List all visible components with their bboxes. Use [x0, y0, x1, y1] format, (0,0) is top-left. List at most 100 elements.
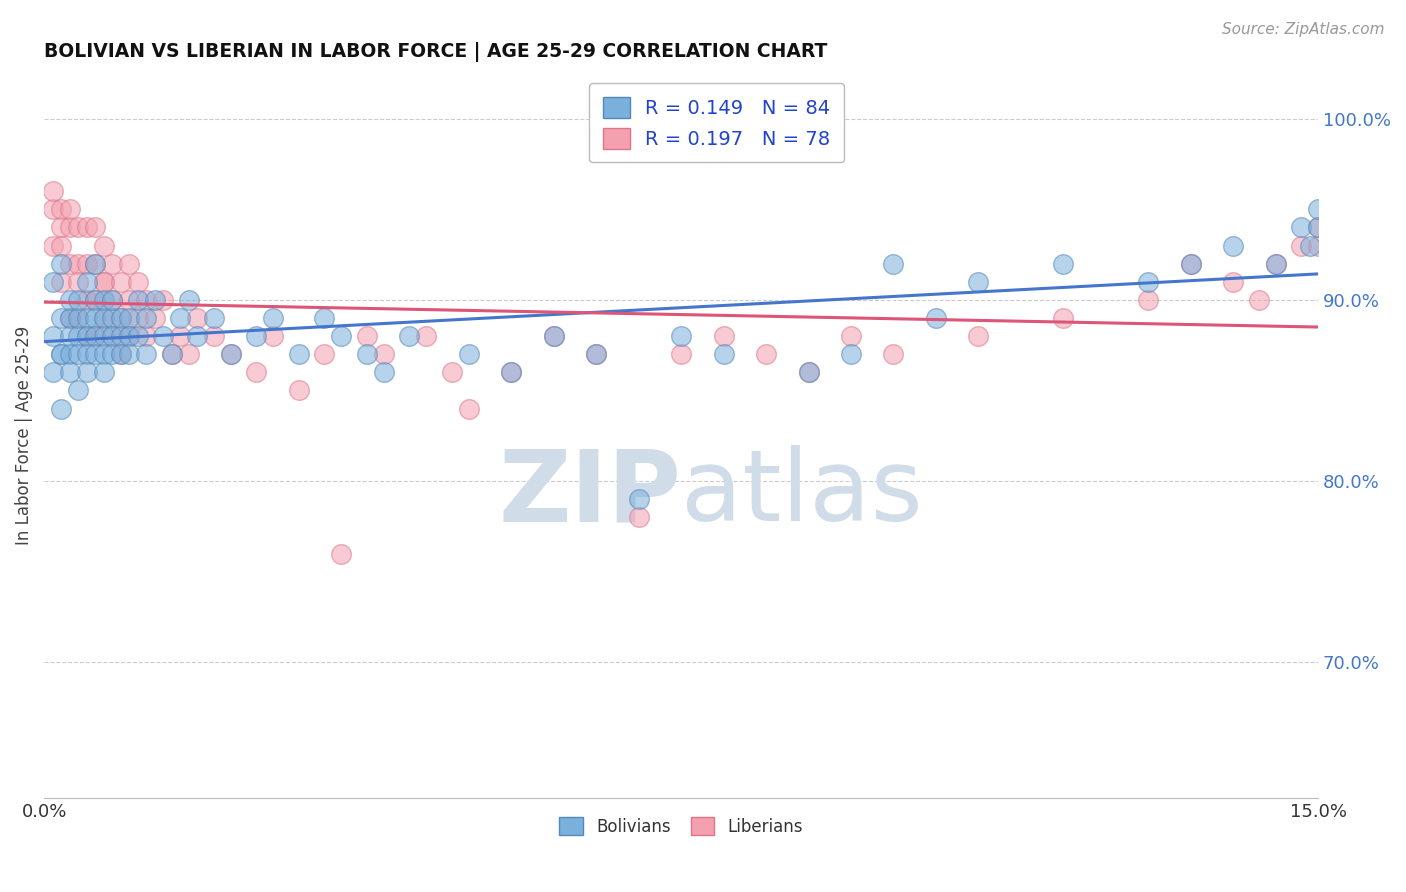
- Point: [202, 311, 225, 326]
- Point: [1137, 275, 1160, 289]
- Point: [186, 329, 208, 343]
- Point: [93, 311, 115, 326]
- Point: [501, 365, 523, 379]
- Point: [143, 293, 166, 307]
- Point: [110, 311, 132, 326]
- Point: [967, 275, 990, 289]
- Point: [76, 293, 98, 307]
- Point: [713, 329, 735, 343]
- Point: [135, 311, 157, 326]
- Point: [356, 329, 378, 343]
- Point: [67, 293, 90, 307]
- Point: [93, 275, 115, 289]
- Point: [58, 311, 80, 326]
- Point: [925, 311, 948, 326]
- Point: [49, 238, 72, 252]
- Point: [1052, 257, 1074, 271]
- Point: [41, 184, 63, 198]
- Point: [49, 257, 72, 271]
- Legend: Bolivians, Liberians: Bolivians, Liberians: [551, 809, 811, 844]
- Point: [967, 329, 990, 343]
- Point: [627, 492, 650, 507]
- Point: [41, 365, 63, 379]
- Point: [839, 347, 862, 361]
- Point: [755, 347, 778, 361]
- Text: Source: ZipAtlas.com: Source: ZipAtlas.com: [1222, 22, 1385, 37]
- Point: [127, 311, 149, 326]
- Point: [49, 202, 72, 217]
- Point: [110, 329, 132, 343]
- Point: [501, 365, 523, 379]
- Point: [93, 347, 115, 361]
- Point: [797, 365, 820, 379]
- Point: [110, 275, 132, 289]
- Point: [1308, 220, 1330, 235]
- Point: [398, 329, 420, 343]
- Point: [202, 329, 225, 343]
- Point: [330, 547, 353, 561]
- Point: [127, 293, 149, 307]
- Point: [373, 365, 395, 379]
- Point: [84, 311, 107, 326]
- Point: [49, 347, 72, 361]
- Point: [330, 329, 353, 343]
- Point: [1264, 257, 1286, 271]
- Point: [110, 311, 132, 326]
- Point: [84, 329, 107, 343]
- Point: [67, 257, 90, 271]
- Point: [76, 329, 98, 343]
- Point: [152, 329, 174, 343]
- Point: [93, 311, 115, 326]
- Point: [76, 347, 98, 361]
- Point: [101, 329, 124, 343]
- Point: [118, 293, 141, 307]
- Point: [118, 329, 141, 343]
- Point: [1308, 220, 1330, 235]
- Point: [797, 365, 820, 379]
- Point: [84, 257, 107, 271]
- Point: [219, 347, 242, 361]
- Point: [135, 329, 157, 343]
- Point: [41, 329, 63, 343]
- Point: [245, 365, 267, 379]
- Point: [93, 365, 115, 379]
- Point: [839, 329, 862, 343]
- Point: [288, 384, 311, 398]
- Point: [110, 347, 132, 361]
- Point: [118, 311, 141, 326]
- Point: [67, 329, 90, 343]
- Point: [49, 311, 72, 326]
- Point: [356, 347, 378, 361]
- Point: [76, 311, 98, 326]
- Point: [713, 347, 735, 361]
- Point: [457, 401, 479, 416]
- Point: [186, 311, 208, 326]
- Point: [143, 311, 166, 326]
- Point: [84, 347, 107, 361]
- Text: atlas: atlas: [681, 445, 922, 542]
- Point: [84, 220, 107, 235]
- Point: [314, 311, 336, 326]
- Point: [93, 275, 115, 289]
- Text: ZIP: ZIP: [498, 445, 681, 542]
- Point: [1289, 220, 1312, 235]
- Point: [101, 347, 124, 361]
- Point: [1308, 238, 1330, 252]
- Point: [41, 238, 63, 252]
- Point: [169, 329, 191, 343]
- Point: [93, 329, 115, 343]
- Point: [127, 329, 149, 343]
- Point: [67, 347, 90, 361]
- Point: [177, 293, 200, 307]
- Point: [67, 220, 90, 235]
- Point: [67, 311, 90, 326]
- Point: [127, 275, 149, 289]
- Point: [1264, 257, 1286, 271]
- Point: [49, 401, 72, 416]
- Point: [101, 329, 124, 343]
- Point: [49, 220, 72, 235]
- Point: [58, 311, 80, 326]
- Point: [1180, 257, 1202, 271]
- Point: [1298, 238, 1320, 252]
- Text: BOLIVIAN VS LIBERIAN IN LABOR FORCE | AGE 25-29 CORRELATION CHART: BOLIVIAN VS LIBERIAN IN LABOR FORCE | AG…: [44, 42, 828, 62]
